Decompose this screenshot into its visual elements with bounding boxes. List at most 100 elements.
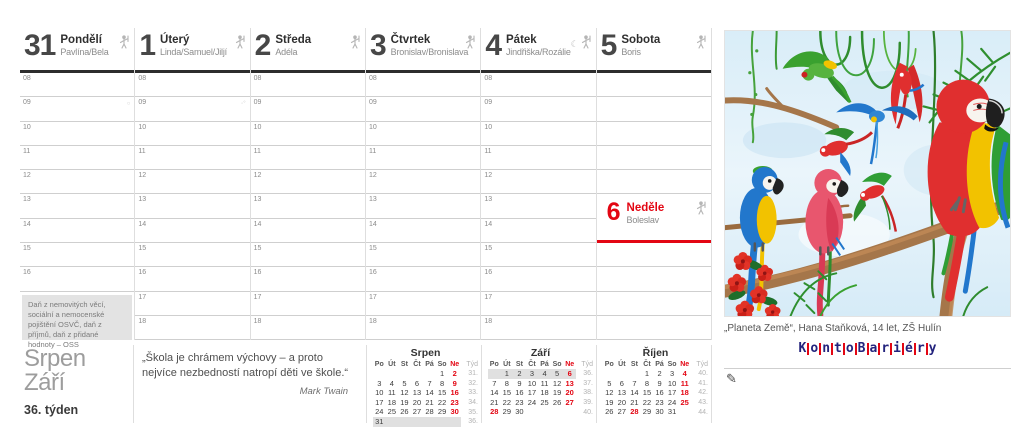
parrot-pink-macaw — [805, 169, 849, 318]
minical-dow: Út — [503, 361, 511, 368]
minical-dow: So — [437, 361, 447, 368]
hour-row: 12 — [20, 170, 135, 195]
minical-day: 7 — [632, 378, 637, 388]
minical-week-number: 32. — [468, 379, 478, 387]
hour-row: 10 — [481, 122, 596, 146]
minical-dow: Čt — [643, 361, 651, 368]
minical-day: 7 — [427, 378, 432, 388]
minical-day: 3 — [377, 378, 382, 388]
day-number: 5 — [600, 29, 618, 62]
minical-week-header: Týd — [466, 361, 478, 368]
minical-day: 25 — [680, 397, 689, 407]
minical-week-number: 42. — [698, 389, 708, 397]
hour-label: 14 — [253, 220, 262, 228]
hour-row: 16 — [135, 267, 250, 292]
minical-day: 8 — [504, 378, 509, 388]
hour-label: 12 — [138, 172, 147, 180]
minical-day: 26 — [552, 397, 562, 407]
logo-bar — [890, 342, 893, 355]
minical-dow: Ne — [680, 361, 690, 368]
sunday-number: 6 — [606, 198, 621, 227]
minical-week-number: 37. — [583, 379, 593, 387]
day-name: Středa — [275, 34, 312, 46]
minical-day: 9 — [657, 378, 662, 388]
hour-row: 13 — [250, 194, 365, 219]
logo-letter: o — [845, 341, 854, 356]
minical-day: 5 — [607, 378, 612, 388]
hour-row: 11 — [365, 146, 481, 171]
hour-rows: 08 09 10 11 12 13 14 15 16 17 18 — [250, 73, 365, 341]
minical-day — [526, 407, 539, 417]
hour-label: 16 — [368, 269, 377, 277]
hour-row: 12 — [481, 170, 596, 195]
hour-row: 12 — [250, 170, 365, 195]
minical-dow: Čt — [413, 361, 421, 368]
minical-day — [411, 369, 424, 379]
minical-day: 13 — [412, 388, 422, 398]
minical-day: 2 — [513, 369, 526, 379]
hour-label: 17 — [138, 293, 147, 301]
logo-bar — [819, 342, 822, 355]
gardener-icon — [350, 35, 362, 54]
logo-letter: K — [798, 341, 807, 356]
quote-block: „Škola je chrámem výchovy – a proto nejv… — [134, 345, 367, 423]
hour-label: 09 — [23, 99, 31, 107]
hour-label: 14 — [368, 220, 377, 228]
hour-label: 18 — [138, 317, 147, 325]
ferns — [789, 270, 989, 317]
logo-letter: a — [869, 341, 878, 356]
minical-day: 20 — [412, 397, 422, 407]
minical-day: 18 — [680, 388, 689, 398]
minical-day: 4 — [682, 369, 687, 379]
hour-row: 14 — [20, 219, 135, 244]
minical-dow: So — [552, 361, 562, 368]
week-number-label: 36. týden — [24, 402, 79, 417]
hour-label: 12 — [23, 172, 31, 180]
hour-row: 10 — [135, 122, 250, 146]
red-flowers — [727, 251, 781, 320]
minical-day: 2 — [657, 369, 662, 379]
hour-label: 10 — [138, 123, 147, 131]
minical-dow: St — [630, 361, 638, 368]
hour-row: 10 — [20, 122, 135, 146]
gardener-icon — [119, 35, 131, 54]
parrot-small-red — [819, 128, 874, 176]
hour-rows: 6 Neděle Boleslav — [596, 73, 711, 341]
day-namedays: Boris — [621, 47, 641, 57]
parrot-blue-flying — [836, 103, 918, 165]
minical-day — [385, 416, 399, 427]
minical-dow: St — [400, 361, 408, 368]
minical-dow: Út — [618, 361, 626, 368]
hour-label: 08 — [253, 75, 262, 82]
minical-day: 6 — [414, 378, 420, 388]
day-column-1: 1 Úterý Linda/Samuel/Jiljí 08 09 ◦° 10 11 12 13 14… — [135, 28, 251, 341]
logo-bar — [831, 342, 834, 355]
minical-day: 16 — [450, 388, 459, 398]
day-header: 5 Sobota Boris — [596, 28, 711, 73]
month-label-bottom: Září — [24, 369, 65, 397]
logo-bar — [901, 342, 904, 355]
hour-label: 15 — [253, 245, 262, 253]
hour-label: 16 — [484, 269, 493, 277]
hour-rows: 08 09 10 11 12 13 14 15 16 17 18 — [481, 73, 596, 341]
minical-day: 18 — [540, 388, 549, 398]
minical-day: 25 — [387, 407, 397, 417]
minical-dow: Po — [489, 361, 499, 368]
day-name: Sobota — [621, 34, 661, 46]
artwork-illustration — [718, 29, 1017, 322]
minical-day: 29 — [437, 407, 447, 417]
hour-row — [596, 267, 711, 292]
day-number: 4 — [485, 29, 502, 62]
minical-day: 22 — [502, 397, 512, 407]
minical-day: 11 — [680, 378, 689, 388]
week-grid: 31 Pondělí Pavlína/Bela 08 09 ○ 10 11 12 13 14 15 16… — [20, 28, 712, 349]
hour-row — [596, 316, 711, 341]
sunday-nameday: Boleslav — [626, 215, 660, 226]
logo-bar — [925, 342, 928, 355]
hour-row: 18 — [365, 316, 481, 341]
minical-day: 9 — [517, 378, 522, 388]
hour-row: 13 — [365, 194, 481, 219]
minical-title: Září — [530, 347, 551, 359]
hour-label: 12 — [253, 172, 262, 180]
minical-day: 21 — [630, 397, 639, 407]
